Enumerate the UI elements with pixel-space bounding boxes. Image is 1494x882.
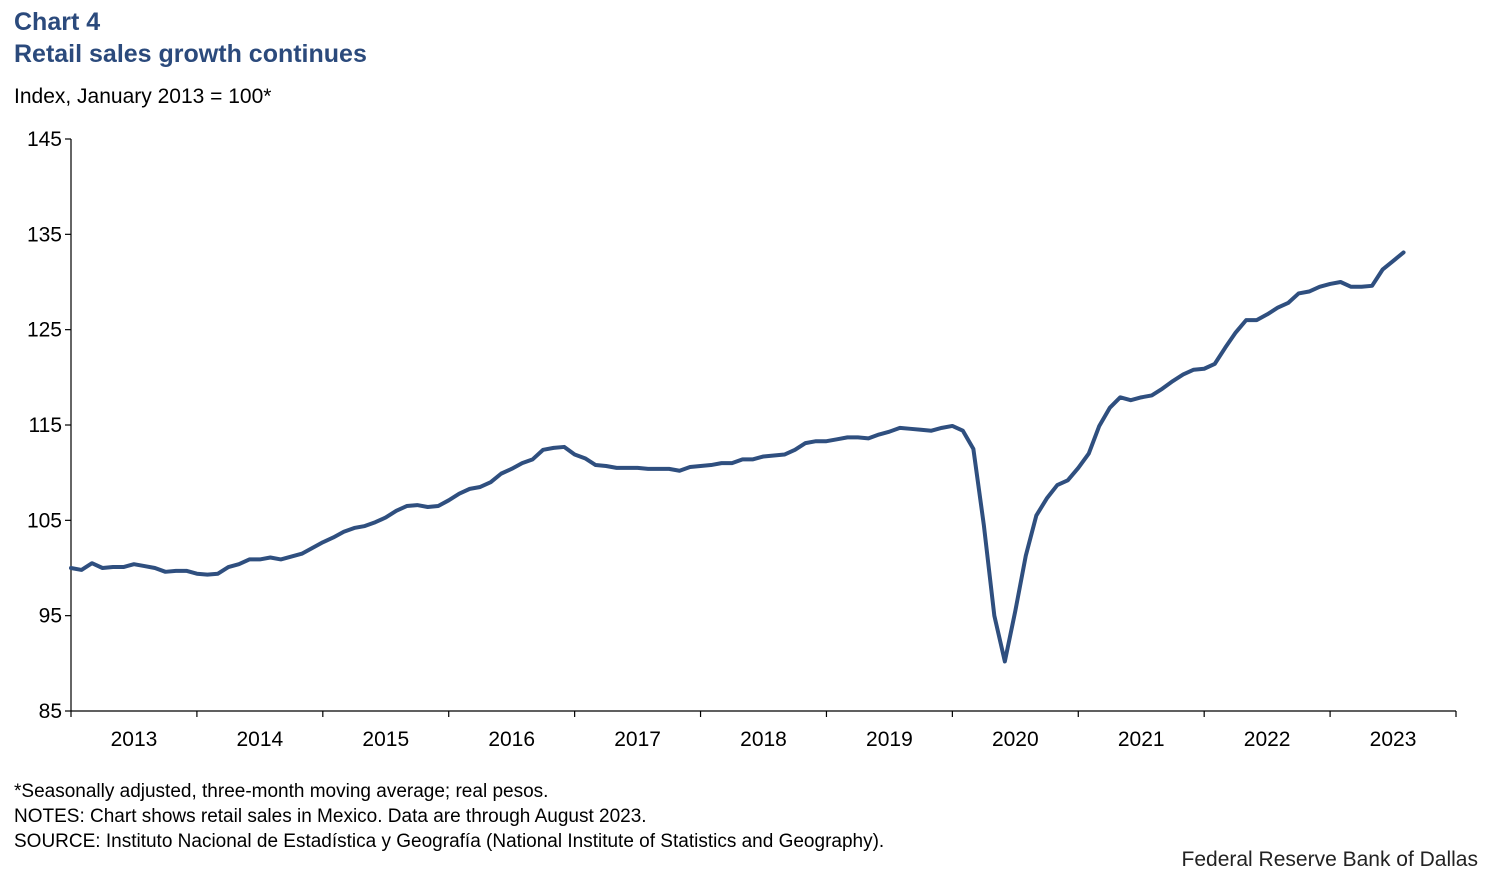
x-tick-label-2022: 2022 — [1244, 728, 1291, 751]
x-tick-label-2015: 2015 — [362, 728, 409, 751]
y-tick-label-135: 135 — [27, 223, 62, 246]
note-description: NOTES: Chart shows retail sales in Mexic… — [14, 806, 647, 827]
x-tick-label-2014: 2014 — [237, 728, 284, 751]
y-tick-label-105: 105 — [27, 509, 62, 532]
y-tick-label-115: 115 — [29, 414, 62, 437]
note-source: SOURCE: Instituto Nacional de Estadístic… — [14, 831, 885, 852]
x-tick-label-2021: 2021 — [1118, 728, 1165, 751]
y-tick-label-95: 95 — [39, 605, 62, 628]
y-tick-label-125: 125 — [27, 319, 62, 342]
x-tick-label-2019: 2019 — [866, 728, 913, 751]
chart-title: Retail sales growth continues — [14, 40, 367, 68]
chart-number: Chart 4 — [14, 8, 101, 36]
y-tick-label-145: 145 — [27, 128, 62, 151]
x-tick-label-2023: 2023 — [1370, 728, 1417, 751]
note-seasonal-adjustment: *Seasonally adjusted, three-month moving… — [14, 781, 549, 802]
x-tick-label-2013: 2013 — [111, 728, 158, 751]
x-tick-label-2020: 2020 — [992, 728, 1039, 751]
x-tick-label-2018: 2018 — [740, 728, 787, 751]
y-tick-label-85: 85 — [39, 700, 62, 723]
y-axis-unit-label: Index, January 2013 = 100* — [14, 85, 272, 108]
x-tick-label-2016: 2016 — [488, 728, 535, 751]
publisher-credit: Federal Reserve Bank of Dallas — [1181, 848, 1478, 871]
chart-notes: *Seasonally adjusted, three-month moving… — [14, 779, 884, 854]
x-tick-label-2017: 2017 — [614, 728, 661, 751]
series-line-retail-sales — [69, 250, 1406, 664]
